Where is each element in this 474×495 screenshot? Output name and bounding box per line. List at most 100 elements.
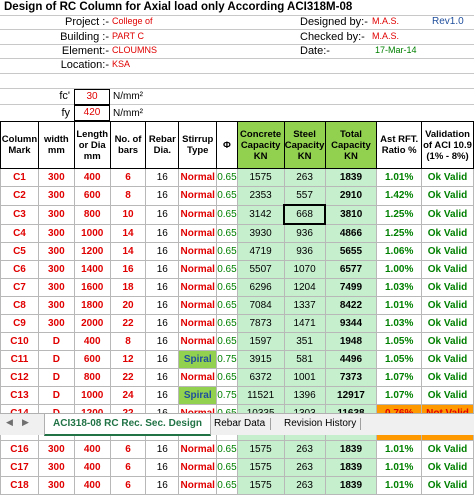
cell-rebar-dia[interactable]: 16 (145, 458, 180, 477)
cell-width[interactable]: 300 (37, 296, 75, 315)
cell-concrete-capacity[interactable]: 3915 (236, 350, 285, 369)
cell-width[interactable]: 300 (37, 458, 75, 477)
cell-column-mark[interactable]: C16 (0, 440, 39, 459)
cell-total-capacity[interactable]: 8422 (324, 296, 378, 315)
cell-length[interactable]: 600 (73, 350, 111, 369)
cell-rft-ratio[interactable]: 1.01% (376, 476, 423, 495)
cell-stirrup-type[interactable]: Normal (178, 458, 218, 477)
cell-no-of-bars[interactable]: 24 (109, 386, 147, 405)
cell-column-mark[interactable]: C2 (0, 186, 39, 206)
cell-length[interactable]: 800 (73, 368, 111, 387)
cell-validation[interactable]: Ok Valid (421, 242, 474, 261)
header-validation[interactable]: Validation of ACI 10.9 (1% - 8%) (421, 121, 474, 169)
cell-width[interactable]: 300 (37, 223, 75, 243)
cell-width[interactable]: D (37, 350, 75, 369)
cell-validation[interactable]: Ok Valid (421, 350, 474, 369)
cell-rebar-dia[interactable]: 16 (145, 386, 180, 405)
location-value[interactable]: KSA (112, 59, 131, 69)
cell-rebar-dia[interactable]: 16 (145, 476, 180, 495)
cell-column-mark[interactable]: C5 (0, 242, 39, 261)
cell-length[interactable]: 1400 (73, 260, 111, 279)
cell-validation[interactable]: Ok Valid (421, 368, 474, 387)
checked-by-value[interactable]: M.A.S. (372, 31, 400, 41)
cell-validation[interactable]: Ok Valid (421, 168, 474, 187)
cell-rebar-dia[interactable]: 16 (145, 350, 180, 369)
element-value[interactable]: CLOUMNS (112, 45, 158, 55)
tab-prev-icon[interactable]: ◀ (6, 417, 13, 427)
cell-rebar-dia[interactable]: 16 (145, 168, 180, 187)
cell-total-capacity[interactable]: 3810 (324, 204, 378, 225)
cell-total-capacity[interactable]: 4496 (324, 350, 378, 369)
cell-column-mark[interactable]: C7 (0, 278, 39, 297)
cell-concrete-capacity[interactable]: 6372 (236, 368, 285, 387)
cell-rebar-dia[interactable]: 16 (145, 204, 180, 225)
cell-length[interactable]: 800 (73, 204, 111, 225)
cell-total-capacity[interactable]: 1948 (324, 332, 378, 351)
cell-width[interactable]: 300 (37, 168, 75, 187)
header-width[interactable]: width mm (37, 121, 75, 169)
header-stirrup-type[interactable]: Stirrup Type (178, 121, 218, 169)
cell-stirrup-type[interactable]: Spiral (178, 350, 218, 369)
cell-validation[interactable]: Ok Valid (421, 260, 474, 279)
cell-column-mark[interactable]: C3 (0, 204, 39, 225)
cell-validation[interactable]: Ok Valid (421, 332, 474, 351)
cell-validation[interactable]: Ok Valid (421, 296, 474, 315)
cell-total-capacity[interactable]: 1839 (324, 440, 378, 459)
cell-concrete-capacity[interactable]: 7084 (236, 296, 285, 315)
cell-rft-ratio[interactable]: 1.03% (376, 278, 423, 297)
cell-steel-capacity[interactable]: 1070 (283, 260, 326, 279)
cell-concrete-capacity[interactable]: 2353 (236, 186, 285, 206)
cell-rft-ratio[interactable]: 1.07% (376, 386, 423, 405)
header-rebar-dia[interactable]: Rebar Dia. (145, 121, 180, 169)
cell-concrete-capacity[interactable]: 1575 (236, 440, 285, 459)
cell-stirrup-type[interactable]: Normal (178, 368, 218, 387)
cell-concrete-capacity[interactable]: 4719 (236, 242, 285, 261)
cell-stirrup-type[interactable]: Normal (178, 204, 218, 225)
cell-width[interactable]: 300 (37, 186, 75, 206)
cell-column-mark[interactable]: C17 (0, 458, 39, 477)
cell-no-of-bars[interactable]: 6 (109, 168, 147, 187)
cell-length[interactable]: 2000 (73, 314, 111, 333)
cell-total-capacity[interactable]: 4866 (324, 223, 378, 243)
cell-rebar-dia[interactable]: 16 (145, 314, 180, 333)
cell-column-mark[interactable]: C18 (0, 476, 39, 495)
cell-width[interactable]: 300 (37, 314, 75, 333)
cell-rft-ratio[interactable]: 1.25% (376, 223, 423, 243)
tab-next-icon[interactable]: ▶ (22, 417, 29, 427)
cell-total-capacity[interactable]: 1839 (324, 476, 378, 495)
cell-validation[interactable]: Ok Valid (421, 314, 474, 333)
cell-rft-ratio[interactable]: 1.07% (376, 368, 423, 387)
cell-column-mark[interactable]: C12 (0, 368, 39, 387)
cell-length[interactable]: 600 (73, 186, 111, 206)
cell-total-capacity[interactable]: 6577 (324, 260, 378, 279)
cell-steel-capacity[interactable]: 1001 (283, 368, 326, 387)
cell-steel-capacity[interactable]: 263 (283, 440, 326, 459)
cell-rebar-dia[interactable]: 16 (145, 296, 180, 315)
cell-rebar-dia[interactable]: 16 (145, 260, 180, 279)
cell-total-capacity[interactable]: 9344 (324, 314, 378, 333)
cell-rft-ratio[interactable]: 1.01% (376, 168, 423, 187)
cell-width[interactable]: 300 (37, 242, 75, 261)
cell-stirrup-type[interactable]: Normal (178, 168, 218, 187)
cell-width[interactable]: D (37, 386, 75, 405)
cell-total-capacity[interactable]: 12917 (324, 386, 378, 405)
cell-total-capacity[interactable]: 7499 (324, 278, 378, 297)
cell-rft-ratio[interactable]: 1.25% (376, 204, 423, 225)
cell-rft-ratio[interactable]: 1.01% (376, 440, 423, 459)
tab-revision-history[interactable]: Revision History (284, 418, 357, 429)
cell-no-of-bars[interactable]: 8 (109, 332, 147, 351)
cell-stirrup-type[interactable]: Normal (178, 260, 218, 279)
header-length[interactable]: Length or Dia mm (73, 121, 111, 169)
cell-validation[interactable]: Ok Valid (421, 186, 474, 206)
cell-column-mark[interactable]: C13 (0, 386, 39, 405)
cell-width[interactable]: 300 (37, 204, 75, 225)
building-value[interactable]: PART C (112, 31, 145, 41)
cell-concrete-capacity[interactable]: 7873 (236, 314, 285, 333)
cell-steel-capacity[interactable]: 1337 (283, 296, 326, 315)
cell-length[interactable]: 1800 (73, 296, 111, 315)
header-phi[interactable]: Φ (216, 121, 238, 169)
tab-aci318-design[interactable]: ACI318-08 RC Rec. Sec. Design (44, 414, 211, 436)
cell-validation[interactable]: Ok Valid (421, 278, 474, 297)
cell-no-of-bars[interactable]: 14 (109, 242, 147, 261)
cell-column-mark[interactable]: C8 (0, 296, 39, 315)
